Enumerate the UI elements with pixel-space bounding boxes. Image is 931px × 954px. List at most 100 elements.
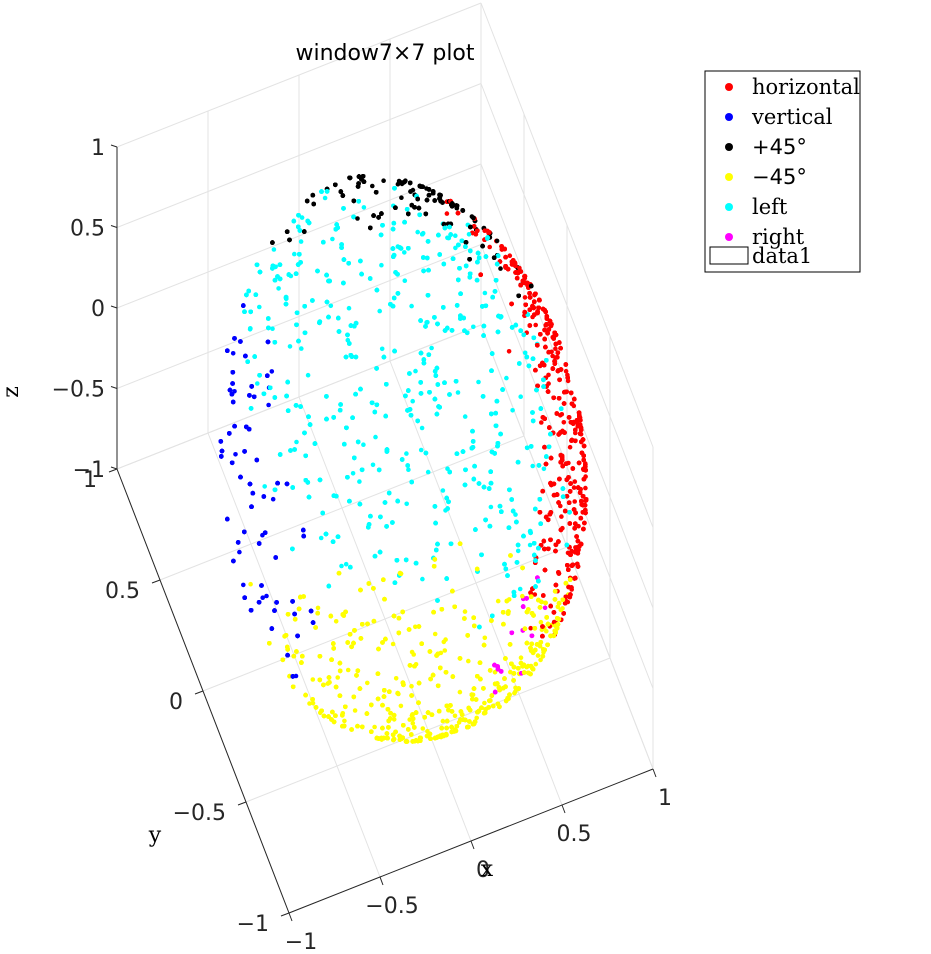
scatter-point xyxy=(294,649,299,654)
scatter-point xyxy=(545,331,550,336)
scatter-point xyxy=(577,415,583,420)
scatter-point xyxy=(540,633,545,639)
scatter-point xyxy=(441,261,447,267)
scatter-point xyxy=(351,198,357,204)
scatter-point xyxy=(230,351,236,356)
scatter-point xyxy=(558,406,564,412)
scatter-point xyxy=(393,205,398,210)
scatter-point xyxy=(395,291,401,296)
scatter-point xyxy=(544,358,549,363)
scatter-point xyxy=(312,441,318,446)
scatter-point xyxy=(365,680,370,686)
scatter-point xyxy=(465,633,471,638)
scatter-point xyxy=(458,291,463,297)
scatter-point xyxy=(355,668,361,673)
scatter-point xyxy=(330,539,336,544)
scatter-point xyxy=(552,358,557,364)
scatter-point xyxy=(336,329,342,334)
scatter-point xyxy=(277,452,283,457)
scatter-point xyxy=(423,450,429,456)
scatter-point xyxy=(479,705,484,710)
scatter-point xyxy=(373,190,379,195)
scatter-point xyxy=(463,467,468,473)
scatter-point xyxy=(333,182,338,188)
scatter-point xyxy=(555,604,561,610)
scatter-point xyxy=(546,327,552,332)
scatter-point xyxy=(560,486,566,491)
scatter-point xyxy=(567,489,573,494)
scatter-point xyxy=(490,613,495,619)
scatter-point xyxy=(465,724,470,730)
scatter-point xyxy=(408,189,413,194)
scatter-point xyxy=(302,229,307,234)
scatter-point xyxy=(552,597,558,602)
gridline-floor-y xyxy=(116,324,482,470)
scatter-point xyxy=(528,444,534,449)
y-tick-mark xyxy=(151,579,161,584)
scatter-point xyxy=(566,567,571,572)
scatter-point xyxy=(545,642,550,648)
scatter-point xyxy=(276,286,281,291)
scatter-point xyxy=(574,419,580,425)
scatter-point xyxy=(438,665,443,671)
scatter-point xyxy=(515,542,521,548)
scatter-point xyxy=(272,608,277,613)
scatter-point xyxy=(353,391,358,397)
tick-labels: −1−0.500.51−1−0.500.51−1−0.500.51 xyxy=(52,136,672,954)
scatter-point xyxy=(400,680,406,685)
scatter-point xyxy=(418,184,424,189)
scatter-point xyxy=(297,252,302,257)
scatter-point xyxy=(527,542,533,548)
scatter-point xyxy=(567,521,573,526)
scatter-point xyxy=(242,595,247,600)
z-tick-label: 1 xyxy=(91,136,105,161)
scatter-point xyxy=(366,522,372,527)
scatter-point xyxy=(556,368,561,373)
z-axis-label: z xyxy=(0,386,24,398)
scatter-point xyxy=(561,401,567,406)
scatter-point xyxy=(422,715,428,720)
scatter-point xyxy=(340,193,346,198)
scatter-point xyxy=(345,667,351,673)
legend-label: +45° xyxy=(752,135,807,159)
scatter-point xyxy=(409,683,414,689)
scatter-point xyxy=(270,240,275,245)
scatter-point xyxy=(533,584,538,589)
scatter-point xyxy=(533,506,538,512)
scatter-point xyxy=(355,184,361,189)
scatter-point xyxy=(481,484,487,490)
scatter-point xyxy=(488,469,494,475)
scatter-point xyxy=(290,599,295,604)
chart-title: window7×7 plot xyxy=(295,41,474,66)
scatter-point xyxy=(444,718,450,724)
scatter-point xyxy=(471,615,477,620)
scatter-point xyxy=(440,488,446,493)
scatter-point xyxy=(530,418,536,424)
scatter-point xyxy=(475,259,480,265)
scatter-point xyxy=(416,700,421,705)
scatter-point xyxy=(247,481,253,487)
scatter-point xyxy=(265,373,270,379)
scatter-point xyxy=(361,442,366,448)
scatter-point xyxy=(249,384,254,389)
scatter-point xyxy=(438,650,444,656)
scatter-point xyxy=(418,447,424,453)
scatter-point xyxy=(294,322,299,328)
scatter-point xyxy=(510,408,515,413)
scatter-point xyxy=(435,541,440,547)
scatter-point xyxy=(324,416,329,422)
scatter-point xyxy=(520,593,525,599)
scatter-point xyxy=(421,360,427,366)
x-tick-mark xyxy=(288,912,293,922)
scatter-point xyxy=(391,295,397,301)
scatter-point xyxy=(345,640,351,645)
scatter-point xyxy=(533,367,538,373)
scatter-point xyxy=(540,488,545,494)
scatter-point xyxy=(476,481,482,486)
scatter-point xyxy=(480,304,485,309)
scatter-point xyxy=(518,269,524,274)
scatter-point xyxy=(573,545,578,550)
scatter-point xyxy=(457,656,463,661)
scatter-point xyxy=(583,497,589,503)
